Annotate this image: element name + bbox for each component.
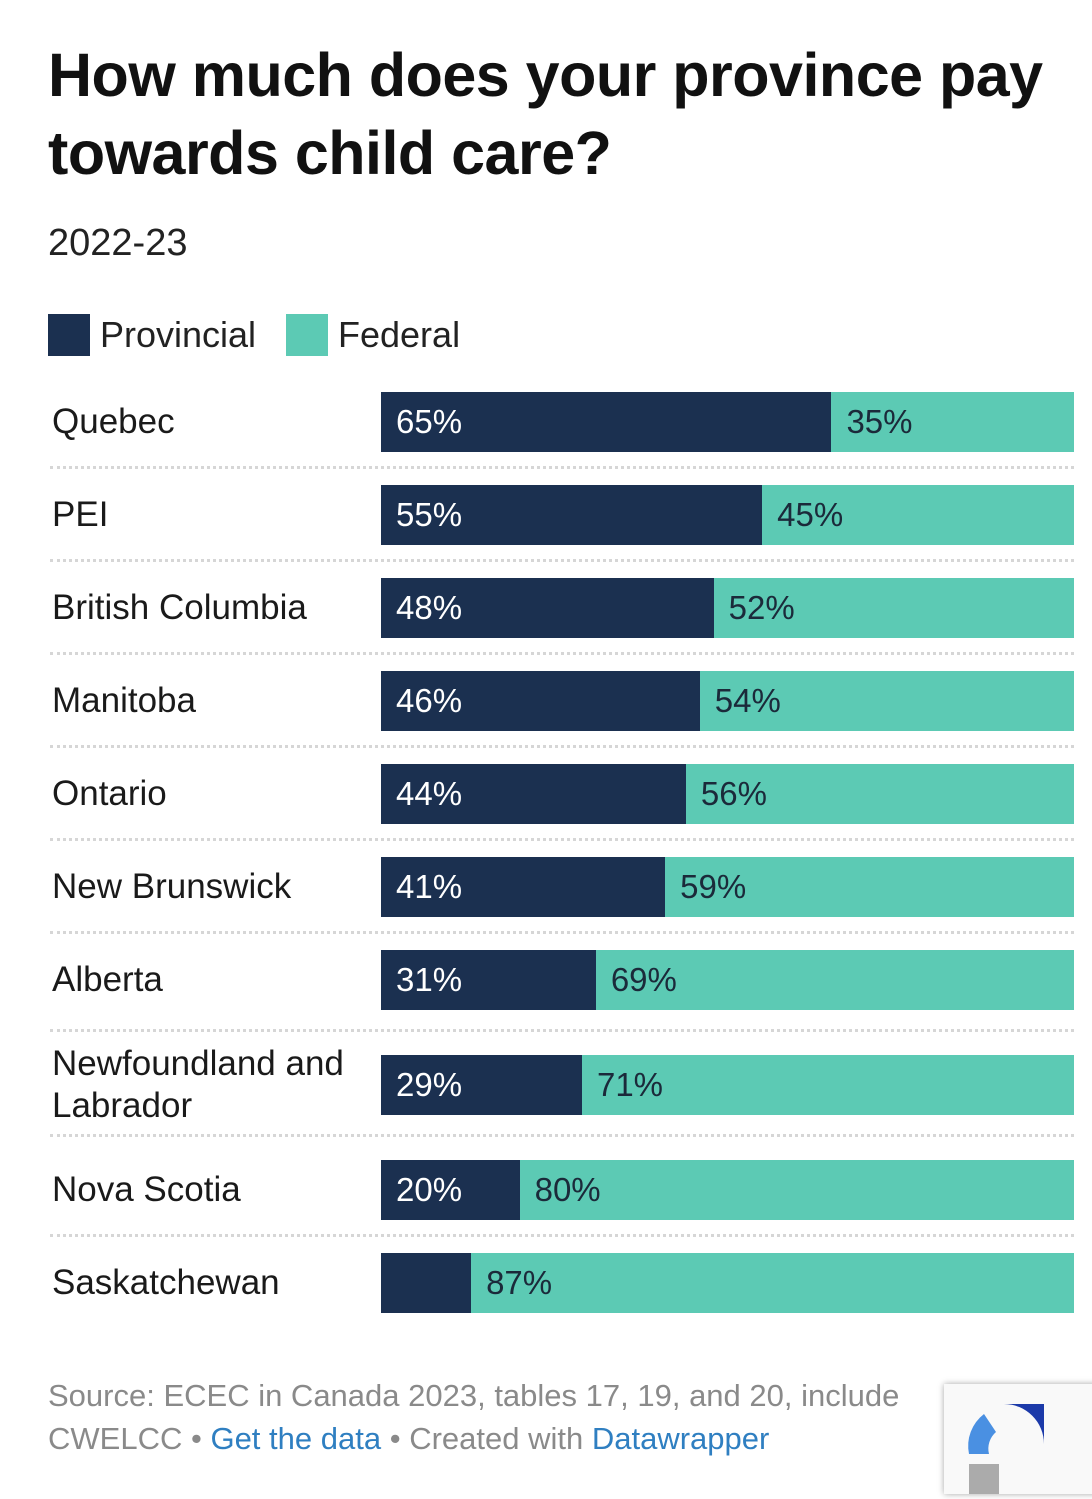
category-label: PEI <box>52 495 109 534</box>
legend-label: Federal <box>338 314 461 355</box>
federal-value-label: 87% <box>486 1264 553 1301</box>
provincial-bar <box>381 950 596 1010</box>
federal-bar <box>699 671 1074 731</box>
federal-bar <box>762 485 1074 545</box>
provincial-value-label: 41% <box>396 868 463 905</box>
legend-swatch-federal <box>286 314 328 356</box>
row-separator <box>50 559 1074 562</box>
category-label: British Columbia <box>52 588 307 627</box>
get-the-data-link[interactable]: Get the data <box>210 1421 382 1456</box>
federal-value-label: 69% <box>610 961 677 998</box>
federal-value-label: 56% <box>700 775 767 812</box>
footer: Source: ECEC in Canada 2023, tables 17, … <box>48 1374 1088 1460</box>
federal-bar <box>713 578 1074 638</box>
provincial-value-label: 44% <box>396 775 463 812</box>
chart-subtitle: 2022-23 <box>48 222 188 264</box>
row-separator <box>50 466 1074 469</box>
provincial-value-label: 20% <box>396 1171 463 1208</box>
federal-value-label: 54% <box>714 682 781 719</box>
federal-bar <box>595 950 1074 1010</box>
legend-label: Provincial <box>100 314 257 355</box>
source-text: Source: ECEC in Canada 2023, tables 17, … <box>48 1378 900 1413</box>
federal-bar <box>685 764 1074 824</box>
provincial-value-label: 55% <box>396 496 463 533</box>
row-separator <box>50 1029 1074 1032</box>
provincial-bar <box>381 764 686 824</box>
federal-value-label: 45% <box>777 496 844 533</box>
provincial-bar <box>381 578 714 638</box>
provincial-bar <box>381 1055 582 1115</box>
category-label: Nova Scotia <box>52 1170 241 1209</box>
category-label: Quebec <box>52 402 175 441</box>
category-label: Alberta <box>52 960 163 999</box>
separator: • <box>190 1421 202 1456</box>
federal-value-label: 71% <box>596 1066 664 1103</box>
federal-bar <box>519 1160 1074 1220</box>
federal-bar <box>665 857 1074 917</box>
provincial-bar <box>381 485 763 545</box>
federal-value-label: 35% <box>846 403 913 440</box>
category-label: Newfoundland and Labrador <box>52 1044 344 1125</box>
source-text-2: CWELCC <box>48 1421 183 1456</box>
provincial-value-label: 46% <box>396 682 463 719</box>
chart-title: How much does your province pay towards … <box>48 41 1043 187</box>
row-separator <box>50 1234 1074 1237</box>
provincial-bar <box>381 1160 520 1220</box>
provincial-value-label: 29% <box>396 1066 463 1103</box>
recaptcha-icon <box>968 1404 1044 1494</box>
created-with-text: Created with <box>409 1421 584 1456</box>
row-separator <box>50 838 1074 841</box>
provincial-bar <box>381 671 700 731</box>
legend-swatch-provincial <box>48 314 90 356</box>
row-separator <box>50 745 1074 748</box>
legend-provincial: Provincial <box>48 314 256 356</box>
provincial-value-label: 65% <box>396 403 463 440</box>
provincial-value-label: 31% <box>396 961 463 998</box>
federal-bar <box>831 392 1074 452</box>
separator: • <box>389 1421 401 1456</box>
row-separator <box>50 1134 1074 1137</box>
legend-federal: Federal <box>286 314 460 356</box>
row-separator <box>50 931 1074 934</box>
provincial-bar <box>381 1253 472 1313</box>
category-label: New Brunswick <box>52 867 292 906</box>
provincial-bar <box>381 857 666 917</box>
recaptcha-badge[interactable] <box>944 1384 1092 1494</box>
provincial-value-label: 48% <box>396 589 463 626</box>
federal-value-label: 59% <box>680 868 747 905</box>
datawrapper-link[interactable]: Datawrapper <box>591 1421 770 1456</box>
federal-bar <box>471 1253 1074 1313</box>
category-label: Manitoba <box>52 681 196 720</box>
federal-value-label: 80% <box>534 1171 601 1208</box>
row-separator <box>50 652 1074 655</box>
federal-bar <box>581 1055 1074 1115</box>
category-label: Saskatchewan <box>52 1263 280 1302</box>
federal-value-label: 52% <box>728 589 795 626</box>
category-label: Ontario <box>52 774 167 813</box>
provincial-bar <box>381 392 832 452</box>
